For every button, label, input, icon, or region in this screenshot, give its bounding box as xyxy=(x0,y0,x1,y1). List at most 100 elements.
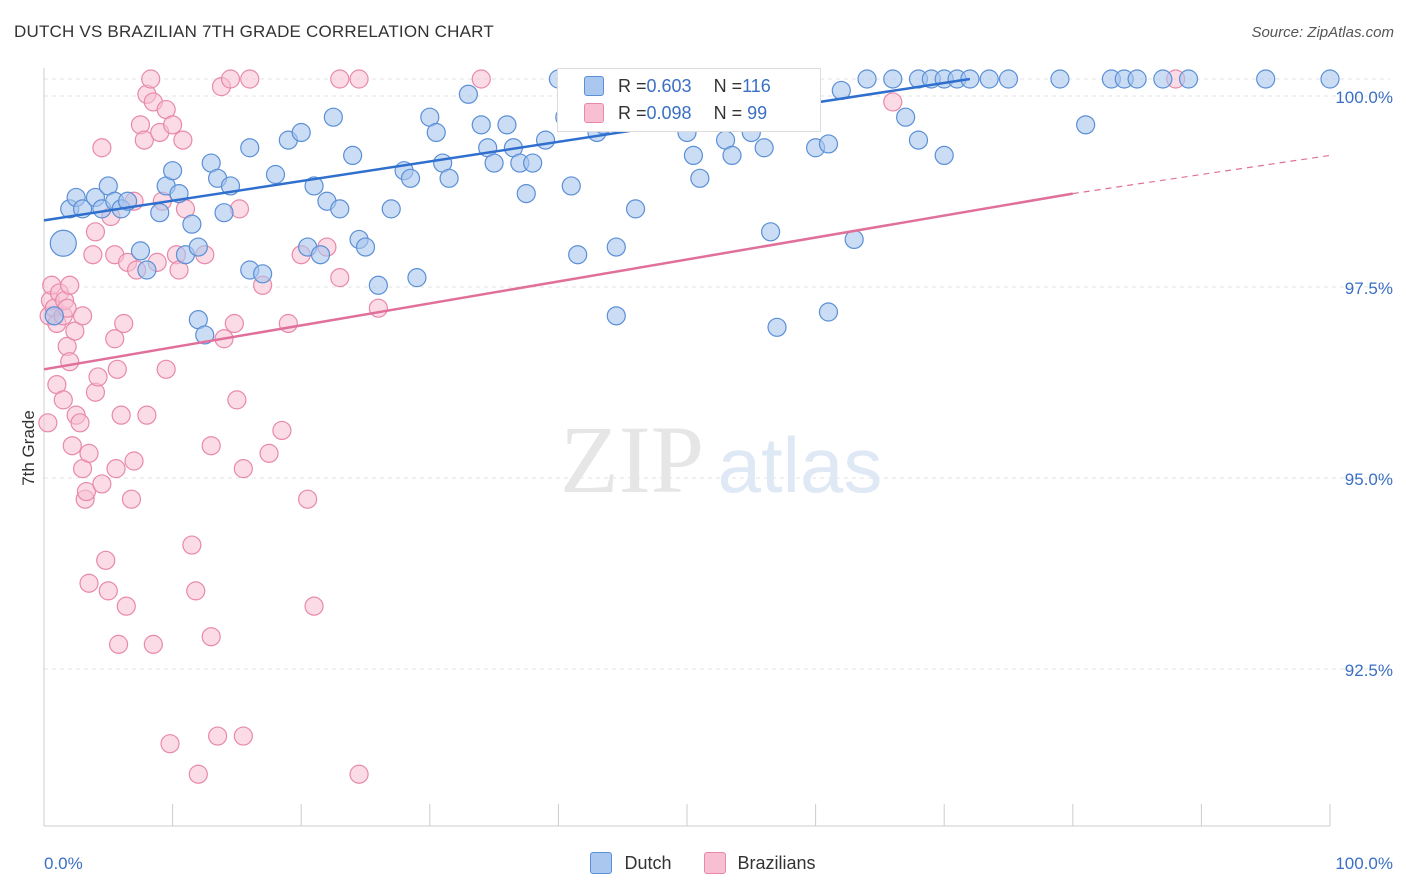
brazilians-point-51 xyxy=(141,69,161,89)
brazilians-point-9 xyxy=(53,390,73,410)
dutch-point-0 xyxy=(49,229,77,257)
y-tick-label-0: 100.0% xyxy=(1335,88,1393,107)
brazilians-point-50 xyxy=(137,405,157,425)
brazilians-point-90 xyxy=(330,268,350,288)
brazilians-point-80 xyxy=(240,69,260,89)
brazilians-point-63 xyxy=(173,130,193,150)
brazilians-point-75 xyxy=(224,313,244,334)
brazilians-point-87 xyxy=(304,596,324,616)
dutch-point-80 xyxy=(722,145,742,165)
brazilians-point-30 xyxy=(92,474,112,494)
dutch-points xyxy=(44,69,1340,345)
brazilians-point-37 xyxy=(107,359,127,379)
dutch-r-label: R = xyxy=(618,75,647,96)
brazilians-point-14 xyxy=(60,352,80,372)
brazilians-n-label: N = xyxy=(713,102,743,123)
dutch-point-40 xyxy=(368,275,388,295)
brazilians-point-19 xyxy=(72,306,93,326)
legend-item-dutch[interactable]: Dutch xyxy=(590,852,672,874)
dutch-point-97 xyxy=(908,130,929,150)
dutch-point-95 xyxy=(896,107,916,127)
brazilians-point-57 xyxy=(156,359,176,379)
dutch-point-103 xyxy=(979,69,999,89)
brazilians-point-36 xyxy=(106,459,126,479)
dutch-point-37 xyxy=(343,145,363,165)
brazilians-point-24 xyxy=(79,573,99,593)
brazilians-point-92 xyxy=(349,764,369,784)
dutch-point-94 xyxy=(883,69,903,89)
dutch-point-17 xyxy=(182,214,202,234)
brazilians-point-38 xyxy=(108,634,129,654)
dutch-point-43 xyxy=(400,168,421,188)
brazilians-n-value: 99 xyxy=(742,102,768,123)
dutch-point-14 xyxy=(163,161,183,181)
brazilians-point-89 xyxy=(330,69,350,89)
brazilians-point-40 xyxy=(114,313,134,334)
brazilians-point-82 xyxy=(259,443,279,463)
dutch-point-110 xyxy=(1153,69,1173,89)
dutch-point-23 xyxy=(214,203,234,223)
brazilians-point-60 xyxy=(163,115,183,135)
dutch-point-105 xyxy=(1050,69,1070,89)
brazilians-point-71 xyxy=(208,726,228,746)
brazilians-point-16 xyxy=(65,321,85,341)
brazilians-point-65 xyxy=(182,535,202,555)
dutch-point-44 xyxy=(407,268,427,288)
dutch-point-114 xyxy=(606,306,626,326)
dutch-point-10 xyxy=(130,241,151,261)
dutch-point-27 xyxy=(253,264,273,284)
y-tick-label-3: 92.5% xyxy=(1345,661,1393,680)
dutch-point-30 xyxy=(291,122,311,143)
brazilians-point-79 xyxy=(233,726,253,746)
dutch-n-label: N = xyxy=(713,75,743,96)
dutch-point-78 xyxy=(690,168,710,188)
dutch-point-46 xyxy=(426,122,446,143)
dutch-point-70 xyxy=(625,199,646,219)
stats-row-brazilians: R = 0.098 N = 99 xyxy=(558,100,767,126)
brazilians-trend-extension xyxy=(1072,154,1331,195)
brazilians-point-26 xyxy=(85,222,106,242)
dutch-point-48 xyxy=(439,168,459,188)
axes xyxy=(43,68,1331,827)
brazilians-point-67 xyxy=(188,764,208,784)
brazilians-point-78 xyxy=(233,459,253,479)
dutch-point-41 xyxy=(381,199,401,219)
brazilians-r-value: 0.098 xyxy=(646,102,692,123)
dutch-point-39 xyxy=(355,237,376,257)
dutch-point-50 xyxy=(471,115,491,135)
brazilians-point-86 xyxy=(298,489,318,509)
dutch-point-113 xyxy=(1178,69,1199,89)
brazilians-point-22 xyxy=(76,481,97,502)
dutch-point-106 xyxy=(1076,115,1096,135)
legend-item-brazilians[interactable]: Brazilians xyxy=(703,852,816,874)
brazilians-point-28 xyxy=(88,367,108,387)
stats-row-dutch: R = 0.603 N = 116 xyxy=(558,73,771,99)
dutch-point-115 xyxy=(44,306,64,326)
brazilians-point-25 xyxy=(83,245,103,265)
brazilians-point-83 xyxy=(272,420,292,441)
gridlines xyxy=(44,78,1390,670)
stats-legend: R = 0.603 N = 116 R = 0.098 N = 99 xyxy=(557,68,821,132)
brazilians-point-74 xyxy=(220,69,241,89)
watermark-atlas: atlas xyxy=(718,421,883,509)
chart-title: DUTCH VS BRAZILIAN 7TH GRADE CORRELATION… xyxy=(14,22,494,41)
brazilians-swatch xyxy=(584,103,604,123)
y-tick-label-2: 95.0% xyxy=(1345,470,1393,489)
source-label: Source: ZipAtlas.com xyxy=(1251,24,1394,41)
brazilians-point-39 xyxy=(111,405,131,425)
dutch-point-99 xyxy=(934,145,954,165)
brazilians-point-69 xyxy=(201,436,221,456)
brazilians-point-97 xyxy=(883,92,903,112)
dutch-point-62 xyxy=(568,245,588,265)
dutch-point-12 xyxy=(150,203,170,223)
dutch-point-93 xyxy=(857,69,877,89)
legend-label-brazilians: Brazilians xyxy=(737,852,816,873)
brazilians-point-43 xyxy=(121,489,142,509)
brazilians-point-35 xyxy=(105,329,125,349)
dutch-point-53 xyxy=(497,115,517,135)
dutch-point-112 xyxy=(1320,69,1340,89)
dutch-point-35 xyxy=(323,107,343,127)
series-legend: Dutch Brazilians xyxy=(0,852,1406,874)
brazilians-r-label: R = xyxy=(618,102,647,123)
